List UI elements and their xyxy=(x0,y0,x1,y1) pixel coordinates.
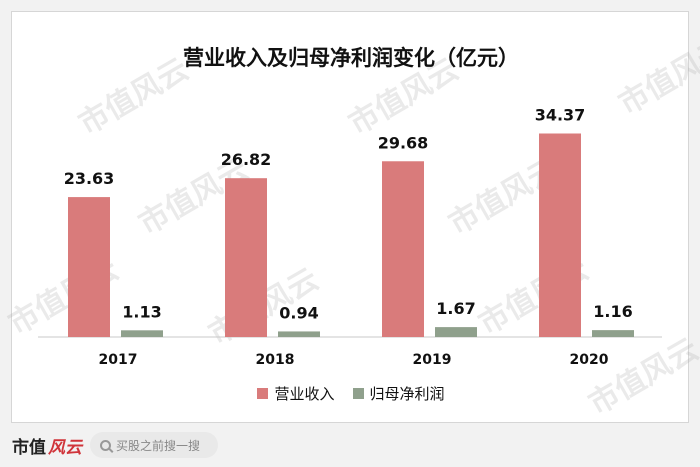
bar-revenue-2019 xyxy=(382,161,424,337)
bar-chart: 23.63 1.13 2017 26.82 0.94 2018 29.68 1.67 2019 3… xyxy=(38,105,662,368)
bar-revenue-2018 xyxy=(225,178,267,337)
legend-item-net-profit: 归母净利润 xyxy=(352,383,445,404)
bar-revenue-2020 xyxy=(539,133,581,337)
chart-title: 营业收入及归母净利润变化（亿元） xyxy=(183,46,519,70)
x-tick-label-2018: 2018 xyxy=(256,352,295,368)
data-label-revenue-2017: 23.63 xyxy=(64,169,115,188)
bar-net-profit-2018 xyxy=(278,331,320,337)
footer-bar: 市值 风云 买股之前搜一搜 xyxy=(0,423,700,467)
legend-label-net-profit: 归母净利润 xyxy=(369,385,445,403)
legend: 营业收入 归母净利润 xyxy=(12,383,690,404)
data-label-revenue-2020: 34.37 xyxy=(535,105,586,124)
search-icon xyxy=(100,439,111,451)
bar-net-profit-2019 xyxy=(435,327,477,337)
legend-swatch-net-profit xyxy=(352,388,364,399)
search-input[interactable]: 买股之前搜一搜 xyxy=(90,432,218,458)
x-tick-label-2020: 2020 xyxy=(570,352,609,368)
logo-text: 市值 xyxy=(12,437,46,458)
x-tick-label-2017: 2017 xyxy=(99,352,138,368)
data-label-net-profit-2017: 1.13 xyxy=(122,302,161,321)
data-label-net-profit-2018: 0.94 xyxy=(279,303,318,322)
legend-swatch-revenue xyxy=(257,388,269,399)
bar-revenue-2017 xyxy=(68,197,110,337)
data-label-revenue-2018: 26.82 xyxy=(221,150,272,169)
logo-script: 风云 xyxy=(48,437,82,458)
chart-card: 市值风云 市值风云 市值风云 市值风云 市值风云 市值风云 市值风云 市值风云 … xyxy=(3,11,700,423)
brand-logo[interactable]: 市值 风云 xyxy=(12,433,82,458)
data-label-revenue-2019: 29.68 xyxy=(378,133,429,152)
data-label-net-profit-2019: 1.67 xyxy=(436,299,475,318)
search-placeholder: 买股之前搜一搜 xyxy=(116,438,201,453)
bar-net-profit-2020 xyxy=(592,330,634,337)
legend-label-revenue: 营业收入 xyxy=(274,385,335,403)
x-tick-label-2019: 2019 xyxy=(413,352,452,368)
legend-item-revenue: 营业收入 xyxy=(257,383,335,404)
data-label-net-profit-2020: 1.16 xyxy=(593,302,632,321)
bar-net-profit-2017 xyxy=(121,330,163,337)
